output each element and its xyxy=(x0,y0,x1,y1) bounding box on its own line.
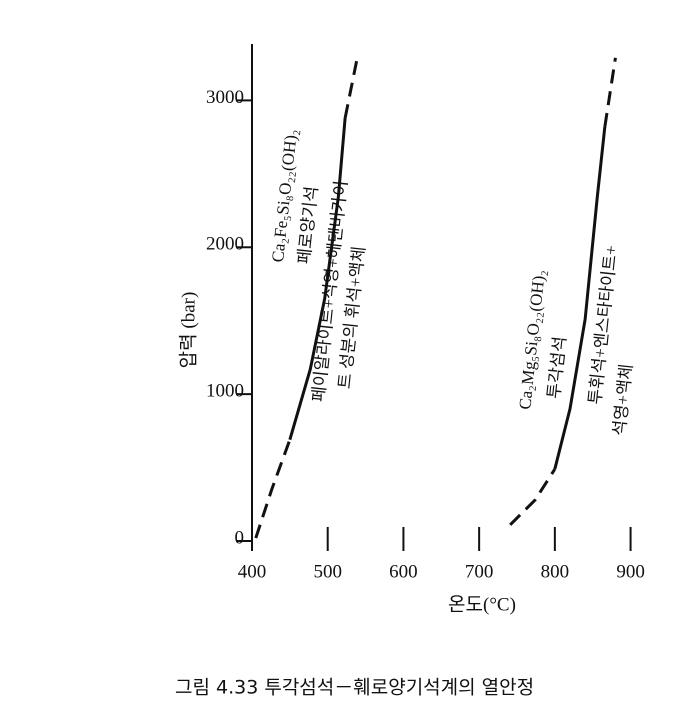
x-tick-label: 900 xyxy=(616,561,645,582)
curve xyxy=(509,468,557,526)
x-tick-label: 700 xyxy=(465,561,494,582)
annotation: 페로양기석 xyxy=(294,185,321,265)
x-axis-label: 온도(°C) xyxy=(448,594,516,615)
curve xyxy=(343,57,359,119)
y-tick-label: 3000 xyxy=(206,87,244,108)
annotation: 석영+액체 xyxy=(610,363,636,437)
y-axis-label: 압력 (bar) xyxy=(177,292,199,369)
caption: 그림 4.33 투각섬석－훼로양기석계의 열안정 xyxy=(175,677,534,699)
annotation: 투각섬석 xyxy=(544,335,569,399)
x-tick-label: 800 xyxy=(541,561,570,582)
curve xyxy=(603,57,617,128)
curve xyxy=(553,126,607,470)
y-tick-label: 1000 xyxy=(206,380,244,401)
y-tick-label: 2000 xyxy=(206,234,244,255)
x-tick-label: 500 xyxy=(313,561,342,582)
y-tick-label: 0 xyxy=(235,527,245,548)
curve xyxy=(288,117,347,441)
annotation: Ca₂Mg₅Si₈O₂₂(OH)₂ xyxy=(515,269,549,411)
x-tick-label: 600 xyxy=(389,561,418,582)
x-tick-label: 400 xyxy=(238,561,267,582)
curve xyxy=(254,439,292,539)
